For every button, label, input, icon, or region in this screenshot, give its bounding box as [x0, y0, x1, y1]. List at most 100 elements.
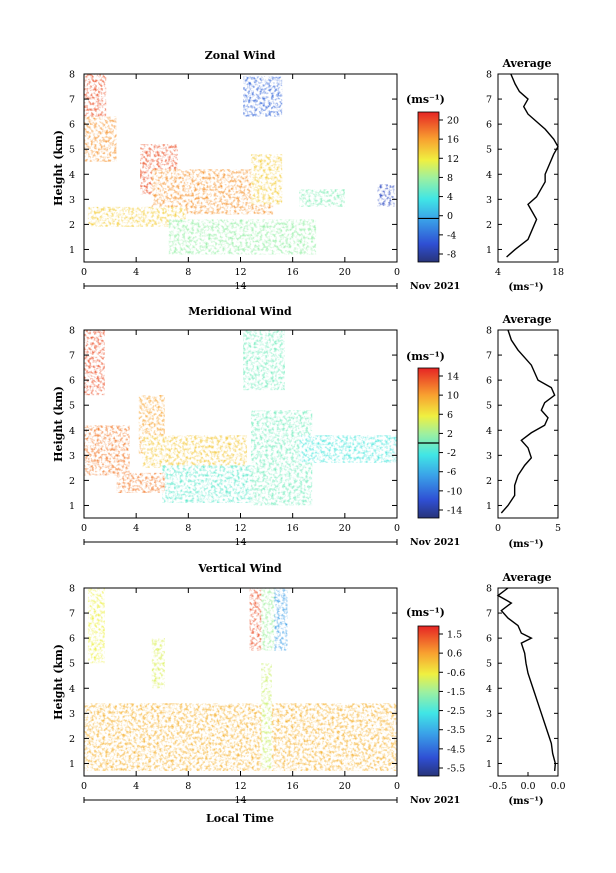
avg-x-tick-label: 18	[552, 267, 564, 278]
vertical-average-axes: 1 2 3 4 5 6 7 8 -0.5 0.0 0.0	[486, 584, 566, 793]
y-tick-label: 7	[69, 351, 75, 362]
colorbar-tick-label: -0.6	[447, 668, 465, 679]
date-marker: 14	[234, 281, 246, 292]
y-tick-label: 8	[69, 584, 75, 595]
y-tick-label: 3	[69, 451, 75, 462]
y-tick-label: 3	[69, 195, 75, 206]
colorbar-tick-label: 6	[447, 410, 453, 421]
x-tick-label: 20	[339, 781, 351, 792]
colorbar-tick-label: 2	[447, 429, 453, 440]
x-tick-label: 4	[133, 267, 139, 278]
x-tick-label: 12	[234, 523, 246, 534]
y-tick-label: 8	[69, 326, 75, 337]
zonal-average-unit: (ms⁻¹)	[508, 282, 543, 293]
colorbar-tick-label: -3.5	[447, 725, 465, 736]
avg-y-tick-label: 8	[486, 326, 492, 337]
y-tick-label: 5	[69, 659, 75, 670]
colorbar-tick-label: -5.5	[447, 764, 465, 775]
heatmap-cell-4	[261, 588, 275, 651]
vertical-average-unit: (ms⁻¹)	[508, 796, 543, 807]
x-tick-label: 12	[234, 267, 246, 278]
avg-y-tick-label: 4	[486, 684, 492, 695]
x-tick-label: 0	[394, 523, 400, 534]
heatmap-cell-5	[87, 206, 186, 227]
avg-y-tick-label: 8	[486, 70, 492, 81]
avg-x-tick-label: 0.0	[520, 781, 535, 792]
avg-y-tick-label: 5	[486, 145, 492, 156]
colorbar-tick-label: 20	[447, 116, 459, 127]
avg-y-tick-label: 8	[486, 584, 492, 595]
zonal-colorbar-ticks: 20 16 12 8 4 0 -4 -8	[418, 116, 459, 261]
y-tick-label: 8	[69, 70, 75, 81]
vertical-chart-title: Vertical Wind	[197, 562, 282, 575]
avg-y-tick-label: 7	[486, 351, 492, 362]
x-tick-label: 12	[234, 781, 246, 792]
heatmap-cell-0	[84, 330, 105, 396]
avg-y-tick-label: 3	[486, 451, 492, 462]
meridional-average-title: Average	[501, 313, 551, 326]
y-tick-label: 5	[69, 145, 75, 156]
avg-y-tick-label: 7	[486, 95, 492, 106]
colorbar-tick-label: 1.5	[447, 630, 462, 641]
vertical-unit-label: (ms⁻¹)	[406, 606, 445, 619]
meridional-colorbar-ticks: 14 10 6 2 -2 -6 -10 -14	[418, 372, 462, 517]
vertical-ylabel: Height (km)	[52, 644, 65, 720]
heatmap-cell-7	[299, 189, 345, 207]
heatmap-cell-1	[84, 425, 130, 476]
colorbar-tick-label: 12	[447, 154, 459, 165]
average-profile-line	[506, 73, 559, 258]
colorbar-tick-label: -10	[447, 486, 462, 497]
colorbar-tick-label: 16	[447, 135, 459, 146]
y-tick-label: 4	[69, 426, 75, 437]
meridional-heatmap	[84, 330, 397, 506]
date-label: Nov 2021	[410, 795, 460, 806]
zonal-average-title: Average	[501, 57, 551, 70]
x-tick-label: 4	[133, 523, 139, 534]
zonal-ylabel: Height (km)	[52, 130, 65, 206]
heatmap-cell-9	[377, 184, 395, 207]
zonal-average-axes: 1 2 3 4 5 6 7 8 4 18	[486, 70, 564, 279]
x-tick-label: 16	[287, 267, 299, 278]
avg-y-tick-label: 2	[486, 476, 492, 487]
colorbar-tick-label: -2.5	[447, 706, 465, 717]
zonal-chart-title: Zonal Wind	[205, 49, 276, 62]
meridional-average-unit: (ms⁻¹)	[508, 539, 543, 550]
y-tick-label: 1	[69, 759, 75, 770]
y-tick-label: 2	[69, 476, 75, 487]
y-tick-label: 3	[69, 709, 75, 720]
x-tick-label: 20	[339, 267, 351, 278]
colorbar-tick-label: -14	[447, 506, 462, 517]
y-tick-label: 2	[69, 220, 75, 231]
colorbar-tick-label: 0	[447, 211, 453, 222]
colorbar-tick-label: -4	[447, 230, 456, 241]
avg-x-tick-label: 0	[495, 523, 501, 534]
colorbar-tick-label: 10	[447, 391, 459, 402]
avg-y-tick-label: 6	[486, 634, 492, 645]
x-tick-label: 0	[81, 781, 87, 792]
heatmap-cell-4	[250, 154, 283, 205]
heatmap-cell-6	[299, 435, 397, 463]
x-tick-label: 0	[81, 523, 87, 534]
avg-y-tick-label: 7	[486, 609, 492, 620]
heatmap-cell-6	[168, 219, 317, 255]
y-tick-label: 7	[69, 95, 75, 106]
meridional-average-axes: 1 2 3 4 5 6 7 8 0 5	[486, 326, 561, 535]
date-label: Nov 2021	[410, 537, 460, 548]
vertical-heatmap	[84, 588, 397, 771]
average-profile-line	[496, 587, 557, 772]
heatmap-cell-8	[116, 472, 165, 493]
x-tick-label: 16	[287, 781, 299, 792]
heatmap-cell-5	[274, 588, 288, 651]
heatmap-cell-1	[84, 116, 117, 162]
avg-y-tick-label: 2	[486, 734, 492, 745]
y-tick-label: 6	[69, 376, 75, 387]
meridional-average-frame	[497, 329, 559, 519]
x-tick-label: 8	[185, 523, 191, 534]
avg-y-tick-label: 2	[486, 220, 492, 231]
